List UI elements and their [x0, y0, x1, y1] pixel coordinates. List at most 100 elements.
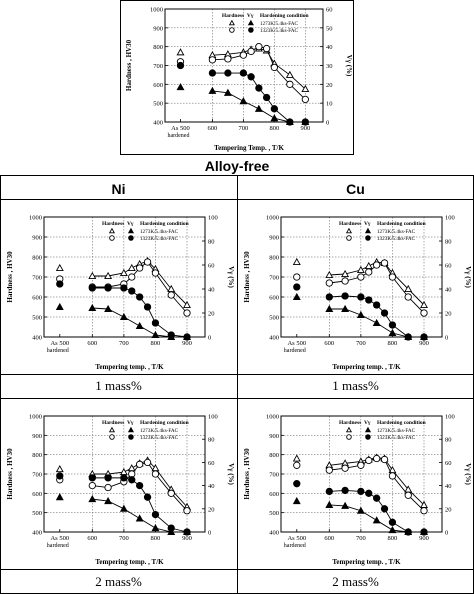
ni-2-series-2-point-0 — [88, 495, 97, 503]
ni-2-series-3-point-5 — [143, 493, 152, 501]
cu-1-ylabel: Hardness , HV30 — [243, 251, 251, 303]
alloy-free-series-1-point-6 — [270, 63, 279, 72]
ni-2-y2tick-label-4: 80 — [208, 437, 215, 444]
cu-2-series-1-point-3 — [365, 456, 373, 465]
ni-1-xtick-label-0: As 500 — [50, 340, 69, 347]
ni-1-xtick-label-3: 800 — [151, 340, 161, 347]
alloy-free-series-0-as-hardened-point — [176, 48, 185, 56]
cu-2-series-1-as-hardened-point — [293, 461, 301, 469]
chart-cu-2: 400 500 600 700 800 900 1000 0 20 40 60 80 100 As 500… — [239, 400, 472, 568]
alloy-free-series-1-point-0 — [208, 56, 217, 64]
ni-1-ytick-label-1: 500 — [32, 315, 42, 322]
ni-1-series-0-as-hardened-point — [55, 263, 64, 272]
cu-1-series-3-point-7 — [404, 333, 412, 341]
ni-1-ytick-label-4: 800 — [32, 255, 42, 262]
alloy-free-series-1-point-2 — [239, 51, 248, 59]
cu-2-y2tick-label-5: 100 — [445, 414, 455, 421]
cu-2-series-3-point-0 — [325, 487, 333, 496]
cu-2-series-1-point-6 — [388, 472, 397, 480]
ni-1-legend-marker-2 — [127, 227, 135, 234]
cu-1-series-0-as-hardened-point — [292, 257, 301, 266]
alloy-free-frame — [120, 0, 354, 155]
alloy-free-y2tick-label-6: 60 — [326, 7, 333, 14]
cu-1-series-1-point-5 — [380, 259, 389, 267]
cu-2-y2tick-label-1: 20 — [445, 506, 452, 513]
alloy-free-series-3-point-5 — [262, 93, 271, 102]
cu-1-series-0-point-1 — [341, 269, 350, 278]
cu-1-y2tick-label-1: 20 — [445, 311, 452, 318]
cu-1-y2tick-label-5: 100 — [445, 215, 455, 222]
cu-2-ytick-label-1: 500 — [269, 510, 279, 517]
cu-1-series-3-point-8 — [420, 333, 428, 341]
cu-1-ytick-label-5: 900 — [269, 235, 279, 242]
caption-cu-2: 2 mass% — [332, 574, 379, 589]
alloy-free-series-2-point-3 — [254, 104, 263, 112]
cu-2-xtick-label-1: 600 — [324, 535, 334, 542]
alloy-free-series-3-point-6 — [270, 105, 279, 113]
cu-1-legend-hardness: Hardness — [339, 221, 361, 227]
ni-2-y2tick-label-5: 100 — [208, 414, 218, 421]
column-header-cu: Cu — [346, 181, 365, 197]
ni-2-legend-marker-1 — [109, 434, 115, 440]
ni-2-series-1-point-5 — [143, 458, 152, 467]
ni-1-ytick-label-0: 400 — [32, 335, 42, 342]
cu-1-legend-condition: Hardening condition — [377, 221, 426, 227]
cu-1-series-2-point-0 — [325, 304, 334, 313]
ni-2-as-hardened-label: hardened — [47, 543, 69, 549]
cu-2-y2tick-label-2: 40 — [445, 483, 452, 490]
ni-1-series-3-point-0 — [88, 284, 96, 292]
ni-2-series-3-point-7 — [167, 524, 175, 532]
cu-2-ytick-label-0: 400 — [269, 530, 279, 537]
caption-ni-2: 2 mass% — [95, 574, 142, 589]
cu-2-legend-vgamma: Vγ — [364, 420, 371, 426]
alloy-free-series-3-as-hardened-point — [176, 61, 185, 70]
ni-1-legend-vgamma: Vγ — [127, 221, 134, 227]
ni-1-legend-hardness: Hardness — [102, 221, 124, 227]
ni-1-series-2-point-3 — [135, 321, 144, 330]
cu-1-series-1-point-0 — [325, 279, 333, 287]
ni-1-series-2-point-4 — [151, 330, 160, 339]
alloy-free-y2tick-label-5: 50 — [326, 25, 333, 32]
ni-1-legend-condition: Hardening condition — [140, 221, 189, 227]
ni-2-series-0-point-3 — [127, 464, 136, 472]
ni-1-series-3-point-1 — [104, 284, 112, 292]
ni-1-legend-series-1: 1323K/5.4ks-FAC — [140, 236, 179, 242]
ni-1-series-1-point-7 — [167, 291, 175, 299]
cu-1-series-1-point-7 — [404, 293, 412, 301]
alloy-free-xlabel: Tempering Temp. , T/K — [214, 144, 284, 152]
cu-1-ytick-label-4: 800 — [269, 255, 279, 262]
alloy-free-legend-marker-1 — [229, 27, 235, 33]
ni-2-series-1-point-7 — [167, 489, 175, 497]
ni-2-series-1-point-8 — [183, 507, 191, 515]
ni-2-legend-series-0: 1273K/5.4ks-FAC — [140, 428, 179, 434]
chart-svg-ni-1: 400 500 600 700 800 900 1000 0 20 40 60 80 100 As 500… — [6, 215, 235, 372]
ni-2-legend-marker-0 — [108, 426, 116, 433]
cu-1-y2tick-label-2: 40 — [445, 287, 452, 294]
chart-alloy-free: 400 500 600 700 800 900 1000 0 10 20 30 40 50 60 As 50… — [121, 1, 353, 154]
cu-1-series-1-as-hardened-point — [293, 273, 301, 281]
alloy-free-series-3-point-3 — [247, 73, 255, 81]
alloy-free-legend-condition: Hardening condition — [260, 13, 309, 19]
cu-2-legend-marker-1 — [346, 434, 352, 440]
cu-2-xtick-label-0: As 500 — [287, 535, 306, 542]
alloy-free-xtick-label-0: As 500 — [171, 125, 190, 132]
cu-2-legend-marker-2 — [364, 426, 372, 433]
ni-2-series-0-point-2 — [119, 467, 128, 476]
cu-2-series-3-point-8 — [420, 528, 428, 536]
alloy-free-legend-marker-3 — [248, 27, 254, 33]
ni-1-series-2-as-hardened-point — [55, 302, 64, 311]
alloy-free-series-3-point-7 — [286, 118, 294, 126]
alloy-free-series-2-point-0 — [208, 86, 217, 94]
ni-1-series-1-point-3 — [128, 273, 136, 281]
ni-1-series-3-point-4 — [136, 293, 144, 301]
cu-1-legend-marker-3 — [365, 235, 371, 241]
chart-ni-1: 400 500 600 700 800 900 1000 0 20 40 60 80 100 As 500… — [2, 201, 235, 373]
cu-1-ytick-label-6: 1000 — [266, 215, 279, 222]
cu-1-series-1-point-4 — [373, 261, 381, 269]
cu-2-y2label: Vγ (%) — [464, 463, 472, 485]
ni-2-ytick-label-3: 700 — [32, 472, 42, 479]
alloy-free-series-2-as-hardened-point — [176, 83, 185, 91]
ni-1-legend-marker-3 — [128, 235, 134, 241]
cu-1-series-2-point-2 — [356, 310, 365, 319]
ni-2-series-3-point-6 — [151, 510, 160, 519]
